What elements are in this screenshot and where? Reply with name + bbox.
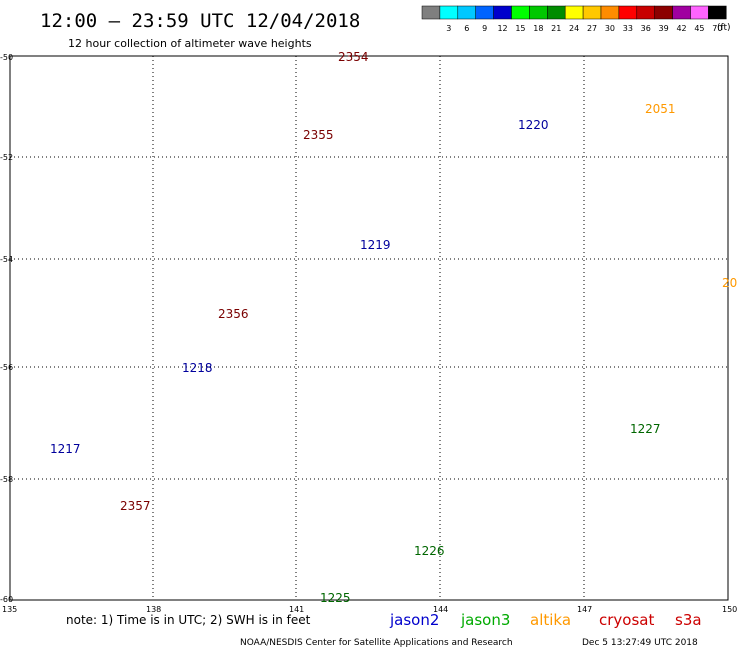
lon-label: 144: [433, 605, 448, 614]
colorbar-tick-label: 27: [587, 24, 597, 33]
colorbar-swatch: [511, 5, 530, 20]
pass-label: 1226: [414, 544, 445, 558]
colorbar-swatch: [564, 5, 584, 20]
pass-label: 2051: [645, 102, 676, 116]
colorbar-swatch: [690, 5, 709, 20]
mission-altika: altika: [530, 611, 571, 629]
lat-label: -58: [0, 475, 13, 484]
colorbar-tick-label: 12: [497, 24, 507, 33]
pass-label: 1219: [360, 238, 391, 252]
colorbar-tick-label: 30: [605, 24, 615, 33]
pass-label: 2355: [303, 128, 334, 142]
pass-label: 2354: [338, 50, 369, 64]
colorbar-tick-label: 45: [694, 24, 704, 33]
colorbar-swatch: [439, 5, 459, 20]
lat-label: -52: [0, 153, 13, 162]
colorbar-swatch: [475, 5, 494, 20]
pass-label: 1217: [50, 442, 81, 456]
axis-labels: -50 -52 -54 -56 -58 -60 135 138 141 144 …: [0, 53, 737, 614]
pass-label: 2357: [120, 499, 151, 513]
colorbar-tick-label: 15: [515, 24, 525, 33]
mission-s3a: s3a: [675, 611, 702, 629]
lat-label: -50: [0, 53, 13, 62]
map-subtitle: 12 hour collection of altimeter wave hei…: [68, 37, 312, 50]
colorbar-swatch: [618, 5, 638, 20]
colorbar-swatch: [636, 5, 655, 20]
lon-label: 147: [577, 605, 592, 614]
pass-label: 1220: [518, 118, 549, 132]
pass-label: 1218: [182, 361, 213, 375]
colorbar-tick-label: 42: [676, 24, 686, 33]
pass-label: 1227: [630, 422, 661, 436]
colorbar-swatch: [547, 5, 566, 20]
colorbar-legend: (ft) 3 6 9 12 15 18 21 24 27 30 33 36 39 42 45 70: [421, 5, 731, 33]
lat-label: -56: [0, 363, 13, 372]
mission-cryosat: cryosat: [599, 611, 654, 629]
lon-label: 150: [722, 605, 737, 614]
colorbar-swatch: [672, 5, 691, 20]
colorbar-swatch: [600, 5, 620, 20]
colorbar-tick-label: 24: [569, 24, 579, 33]
lat-label: -54: [0, 255, 13, 264]
lat-label: -60: [0, 595, 13, 604]
map-title: 12:00 — 23:59 UTC 12/04/2018: [40, 10, 360, 32]
plot-frame: [9, 55, 729, 601]
lon-label: 135: [2, 605, 17, 614]
colorbar-tick-label: 9: [482, 24, 487, 33]
footer-timestamp: Dec 5 13:27:49 UTC 2018: [582, 638, 698, 648]
colorbar-tick-label: 6: [464, 24, 469, 33]
footer-org: NOAA/NESDIS Center for Satellite Applica…: [240, 638, 513, 648]
graticule: [10, 56, 728, 600]
colorbar-swatch: [582, 5, 602, 20]
mission-jason3: jason3: [460, 611, 510, 629]
colorbar-swatch: [654, 5, 673, 20]
colorbar-swatch: [708, 5, 727, 20]
pass-label: 20: [722, 276, 737, 290]
pass-label: 2356: [218, 307, 249, 321]
lon-label: 141: [289, 605, 304, 614]
colorbar-swatch: [529, 5, 548, 20]
colorbar-swatch: [421, 5, 441, 20]
lon-label: 138: [146, 605, 161, 614]
mission-jason2: jason2: [389, 611, 439, 629]
legend-note: note: 1) Time is in UTC; 2) SWH is in fe…: [66, 613, 311, 627]
colorbar-swatch: [457, 5, 476, 20]
colorbar-tick-label: 18: [533, 24, 543, 33]
colorbar-tick-label: 3: [446, 24, 451, 33]
pass-labels: 2354 2355 2356 2357 1220 2051 1219 1218 …: [50, 50, 737, 605]
pass-label: 1225: [320, 591, 351, 605]
colorbar-tick-label: 70: [712, 24, 722, 33]
mission-legend: jason2 jason3 altika cryosat s3a: [389, 611, 702, 629]
colorbar-tick-label: 36: [641, 24, 651, 33]
colorbar-tick-label: 21: [551, 24, 561, 33]
colorbar-tick-label: 39: [659, 24, 669, 33]
colorbar-tick-label: 33: [623, 24, 633, 33]
colorbar-swatch: [493, 5, 512, 20]
colorbar-unit: (ft): [717, 23, 731, 33]
